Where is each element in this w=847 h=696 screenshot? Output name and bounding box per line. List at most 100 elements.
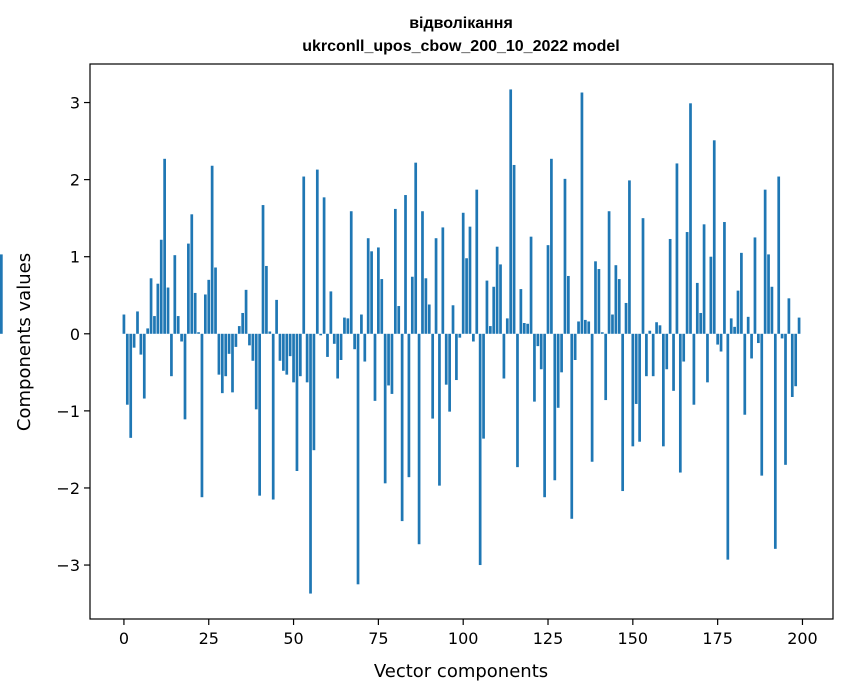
bar-component-132 xyxy=(570,333,574,519)
bar-component-133 xyxy=(573,333,577,360)
bar-component-114 xyxy=(509,89,513,334)
bar-component-168 xyxy=(692,333,696,405)
bar-component-103 xyxy=(472,333,475,342)
bar-component-63 xyxy=(336,333,340,379)
bar-component-45 xyxy=(275,299,278,334)
bar-component-191 xyxy=(770,286,774,334)
bar-component-89 xyxy=(424,278,428,334)
bar-component-151 xyxy=(634,333,638,404)
bar-component-22 xyxy=(197,332,200,334)
bar-component-17 xyxy=(180,333,183,342)
bar-component-190 xyxy=(767,254,770,334)
bar-component-170 xyxy=(699,312,703,334)
bar-component-47 xyxy=(282,333,285,371)
bar-component-51 xyxy=(295,333,299,471)
y-tick-label: −2 xyxy=(56,479,80,498)
bar-component-156 xyxy=(651,333,655,377)
bar-component-55 xyxy=(309,333,312,594)
bar-component-130 xyxy=(563,178,567,334)
bar-component-37 xyxy=(248,333,251,346)
bar-component-32 xyxy=(231,333,234,393)
bar-component-116 xyxy=(516,333,519,468)
bar-component-158 xyxy=(658,325,662,334)
bar-component-136 xyxy=(583,319,587,334)
bar-component-6 xyxy=(142,333,146,399)
bar-component-172 xyxy=(706,333,709,383)
bar-component-152 xyxy=(638,333,641,442)
bar-component-179 xyxy=(729,318,733,334)
bar-component-41 xyxy=(261,205,265,334)
bar-component-0 xyxy=(122,314,126,334)
bar-component-167 xyxy=(689,103,692,334)
bar-component-28 xyxy=(217,333,221,375)
bar-component-26 xyxy=(210,165,214,334)
bar-component-166 xyxy=(685,232,689,334)
bar-component-124 xyxy=(543,333,546,498)
bar-component-117 xyxy=(519,289,523,334)
x-tick-label: 200 xyxy=(787,629,818,648)
bar-component-175 xyxy=(716,333,719,345)
bar-component-29 xyxy=(220,333,224,394)
bar-component-43 xyxy=(268,331,272,334)
bar-component-109 xyxy=(492,286,496,334)
bar-component-81 xyxy=(397,306,401,334)
bar-component-82 xyxy=(400,333,404,522)
bar-component-134 xyxy=(577,321,580,334)
bar-component-86 xyxy=(414,162,418,334)
bar-component-104 xyxy=(475,189,479,334)
bar-component-159 xyxy=(662,333,665,447)
bar-component-195 xyxy=(784,333,787,465)
bar-component-67 xyxy=(349,211,353,334)
bar-component-94 xyxy=(441,227,445,334)
x-tick-label: 50 xyxy=(283,629,303,648)
bar-component-66 xyxy=(346,318,350,334)
bar-component-164 xyxy=(678,333,682,473)
bar-component-125 xyxy=(546,245,550,334)
bar-component-115 xyxy=(512,164,516,334)
bar-component-150 xyxy=(631,333,635,447)
bar-component-106 xyxy=(482,333,485,439)
bar-component-185 xyxy=(750,333,753,359)
bar-component-61 xyxy=(329,291,333,334)
bar-component-25 xyxy=(207,279,211,334)
bar-component-176 xyxy=(719,333,723,352)
y-axis-ticks: −3 −2 −1 0 1 2 3 xyxy=(56,94,90,575)
bar-component-52 xyxy=(298,333,302,377)
bar-component-101 xyxy=(465,258,468,334)
bar-component-110 xyxy=(495,246,499,334)
y-tick-label: −3 xyxy=(56,556,80,575)
bar-component-105 xyxy=(478,333,482,566)
y-tick-label: 0 xyxy=(70,325,80,344)
bar-component-70 xyxy=(360,314,363,334)
bar-component-11 xyxy=(159,239,163,334)
bar-component-58 xyxy=(319,333,323,336)
bar-component-undefined xyxy=(0,254,3,334)
chart-title-line1: відволікання xyxy=(409,15,513,32)
bar-component-33 xyxy=(234,333,238,347)
bar-component-15 xyxy=(173,255,177,334)
bar-component-111 xyxy=(499,264,502,334)
bar-component-88 xyxy=(421,211,424,334)
bars-group xyxy=(0,89,801,594)
bar-component-19 xyxy=(187,243,190,334)
bar-component-42 xyxy=(265,265,268,334)
bar-component-34 xyxy=(237,326,241,334)
bar-component-50 xyxy=(292,333,295,383)
bar-component-196 xyxy=(787,298,791,334)
bar-component-24 xyxy=(203,294,207,334)
bar-component-140 xyxy=(597,269,601,334)
bar-component-182 xyxy=(740,252,743,334)
bar-component-120 xyxy=(529,236,533,334)
bar-component-157 xyxy=(655,322,658,334)
x-tick-label: 125 xyxy=(533,629,564,648)
bar-component-38 xyxy=(251,333,255,361)
bar-component-143 xyxy=(607,211,611,334)
bar-component-91 xyxy=(431,333,435,419)
bar-component-193 xyxy=(777,176,781,334)
bar-component-79 xyxy=(390,333,394,394)
x-axis-label: Vector components xyxy=(374,661,548,682)
bar-component-129 xyxy=(560,333,563,373)
bar-component-95 xyxy=(444,333,448,385)
bar-component-27 xyxy=(214,267,217,334)
bar-component-56 xyxy=(312,333,316,451)
